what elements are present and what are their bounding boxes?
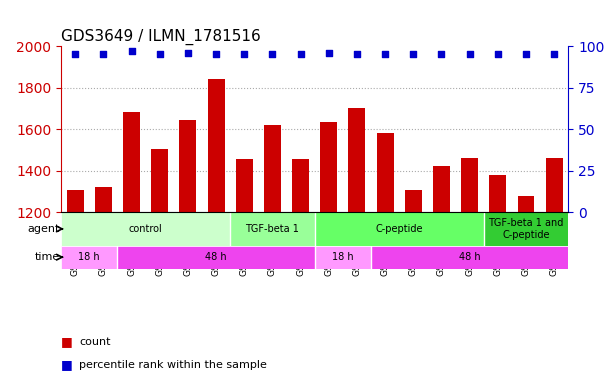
Text: TGF-beta 1: TGF-beta 1	[246, 224, 299, 234]
Bar	[315, 245, 371, 269]
Bar	[315, 212, 484, 245]
Bar	[320, 122, 337, 384]
Bar	[236, 159, 253, 384]
Point	[549, 51, 559, 58]
Text: percentile rank within the sample: percentile rank within the sample	[79, 360, 267, 370]
Bar	[292, 159, 309, 384]
Text: C-peptide: C-peptide	[375, 224, 423, 234]
Bar	[489, 175, 507, 384]
Point	[183, 50, 193, 56]
Bar	[484, 212, 568, 245]
Bar	[152, 149, 168, 384]
Text: 18 h: 18 h	[78, 252, 100, 262]
Point	[98, 51, 108, 58]
Bar	[371, 245, 568, 269]
Bar	[405, 190, 422, 384]
Text: 48 h: 48 h	[459, 252, 480, 262]
Bar	[180, 120, 196, 384]
Point	[352, 51, 362, 58]
Bar	[95, 187, 112, 384]
Bar	[61, 245, 117, 269]
Text: time: time	[34, 252, 60, 262]
Bar	[433, 166, 450, 384]
Bar	[117, 245, 315, 269]
Point	[465, 51, 475, 58]
Text: ■: ■	[61, 335, 73, 348]
Point	[70, 51, 80, 58]
Bar	[461, 158, 478, 384]
Bar	[546, 158, 563, 384]
Bar	[123, 111, 140, 384]
Bar	[518, 196, 535, 384]
Point	[380, 51, 390, 58]
Point	[126, 48, 136, 54]
Bar	[61, 212, 230, 245]
Text: agent: agent	[27, 224, 60, 234]
Point	[211, 51, 221, 58]
Point	[240, 51, 249, 58]
Text: control: control	[129, 224, 163, 234]
Point	[324, 50, 334, 56]
Bar	[264, 125, 281, 384]
Point	[155, 51, 164, 58]
Bar	[208, 79, 224, 384]
Point	[408, 51, 418, 58]
Point	[268, 51, 277, 58]
Point	[296, 51, 306, 58]
Text: TGF-beta 1 and
C-peptide: TGF-beta 1 and C-peptide	[488, 218, 564, 240]
Point	[436, 51, 446, 58]
Bar	[348, 108, 365, 384]
Bar	[376, 133, 393, 384]
Point	[493, 51, 503, 58]
Text: 18 h: 18 h	[332, 252, 354, 262]
Text: 48 h: 48 h	[205, 252, 227, 262]
Text: count: count	[79, 337, 111, 347]
Bar	[67, 190, 84, 384]
Point	[521, 51, 531, 58]
Text: GDS3649 / ILMN_1781516: GDS3649 / ILMN_1781516	[61, 28, 261, 45]
Bar	[230, 212, 315, 245]
Text: ■: ■	[61, 358, 73, 371]
